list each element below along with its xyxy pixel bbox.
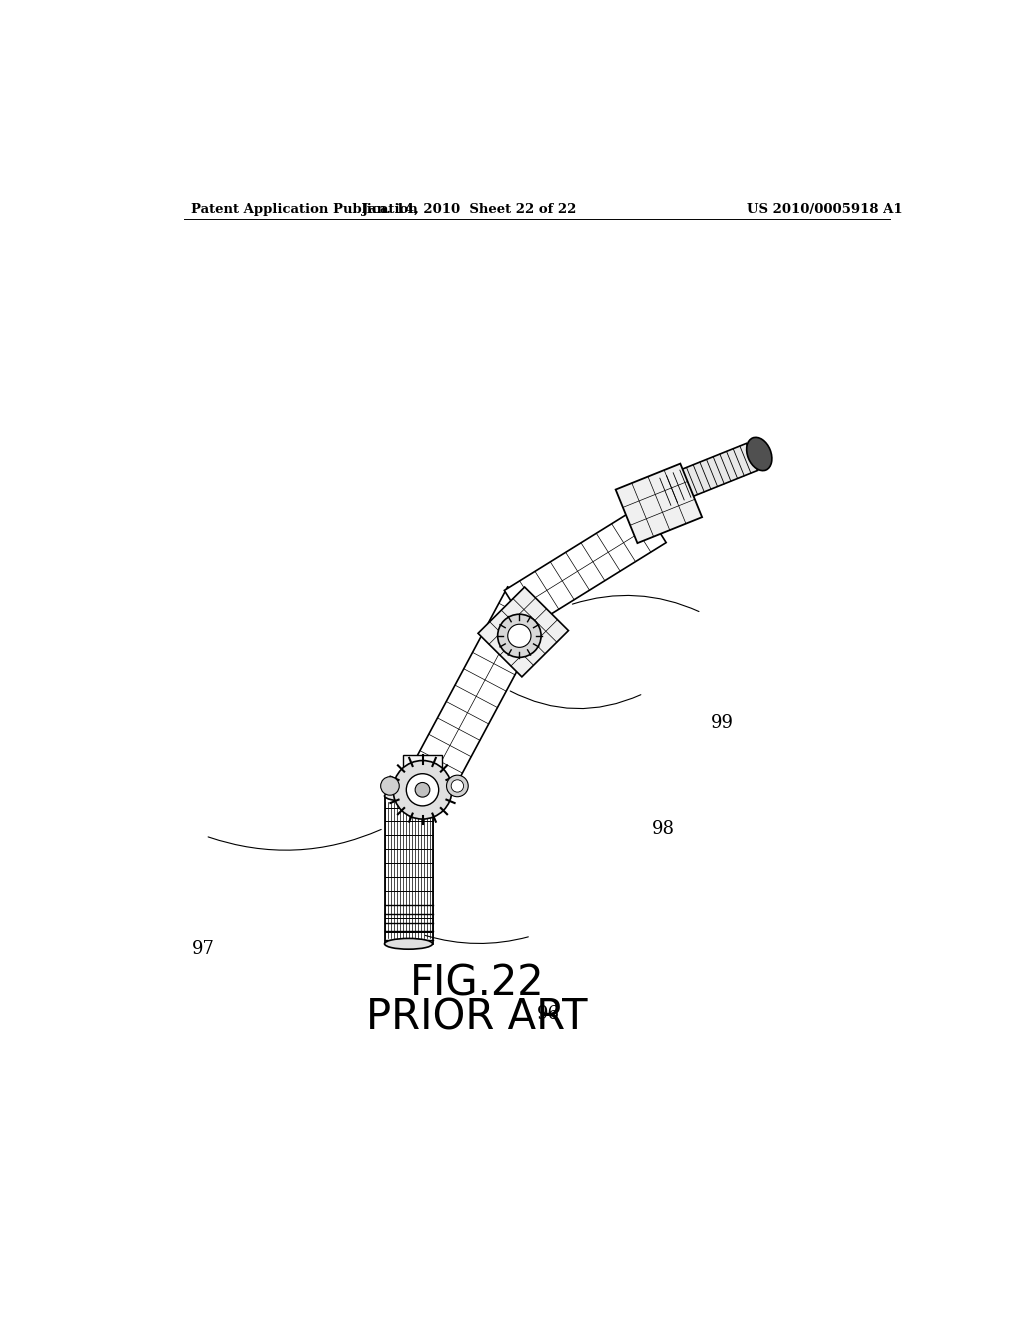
- Circle shape: [407, 774, 438, 807]
- Circle shape: [452, 780, 464, 792]
- Polygon shape: [505, 504, 667, 628]
- Text: FIG.22: FIG.22: [410, 962, 545, 1005]
- Polygon shape: [412, 587, 550, 789]
- Circle shape: [415, 783, 430, 797]
- Circle shape: [508, 624, 531, 647]
- Ellipse shape: [385, 939, 432, 949]
- Circle shape: [381, 776, 399, 795]
- Ellipse shape: [385, 791, 432, 801]
- Text: 99: 99: [712, 714, 734, 731]
- Circle shape: [393, 760, 452, 818]
- Bar: [403, 755, 442, 801]
- Text: Jan. 14, 2010  Sheet 22 of 22: Jan. 14, 2010 Sheet 22 of 22: [362, 203, 577, 215]
- Circle shape: [498, 614, 541, 657]
- Text: 98: 98: [652, 820, 675, 838]
- Text: 96: 96: [537, 1006, 560, 1023]
- Text: US 2010/0005918 A1: US 2010/0005918 A1: [748, 203, 902, 215]
- Text: 97: 97: [191, 940, 214, 958]
- Text: PRIOR ART: PRIOR ART: [367, 997, 588, 1039]
- Circle shape: [446, 775, 468, 797]
- Bar: [385, 796, 432, 944]
- Polygon shape: [615, 463, 702, 543]
- Text: Patent Application Publication: Patent Application Publication: [191, 203, 418, 215]
- Polygon shape: [653, 444, 758, 508]
- Polygon shape: [478, 587, 568, 677]
- Ellipse shape: [746, 437, 772, 471]
